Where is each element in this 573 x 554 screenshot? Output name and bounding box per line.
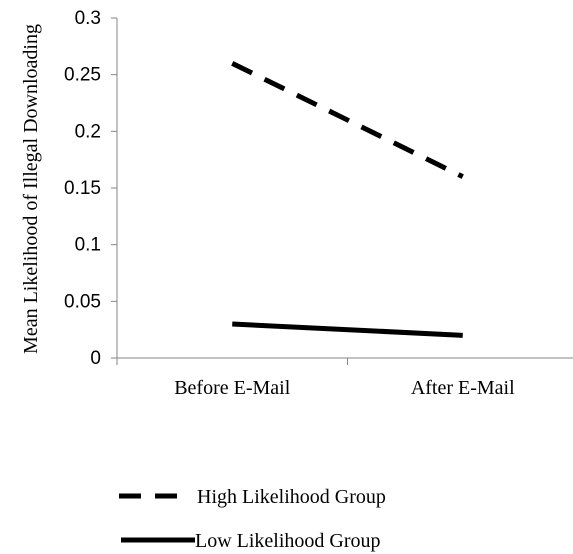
series-line-high-likelihood — [231, 61, 464, 179]
x-category-label: After E-Mail — [411, 377, 515, 399]
x-axis: Before E-Mail After E-Mail — [116, 357, 573, 399]
y-tick-label: 0.1 — [75, 235, 101, 256]
y-tick-label: 0.05 — [64, 291, 101, 312]
x-category-label: Before E-Mail — [174, 377, 291, 399]
series-lines — [231, 61, 464, 338]
y-axis: 0 0.05 0.1 0.15 0.2 0.25 0.3 — [64, 8, 118, 369]
series-line-low-likelihood — [232, 321, 463, 338]
y-tick-label: 0 — [90, 348, 101, 369]
y-axis-title: Mean Likelihood of Illegal Downloading — [20, 24, 42, 354]
y-tick-label: 0.25 — [64, 65, 101, 86]
legend-label: Low Likelihood Group — [195, 530, 381, 552]
y-tick-label: 0.15 — [64, 178, 101, 199]
legend: High Likelihood Group Low Likelihood Grou… — [119, 486, 386, 552]
y-tick-label: 0.2 — [75, 121, 101, 142]
y-tick-label: 0.3 — [75, 8, 101, 29]
legend-label: High Likelihood Group — [197, 486, 386, 508]
